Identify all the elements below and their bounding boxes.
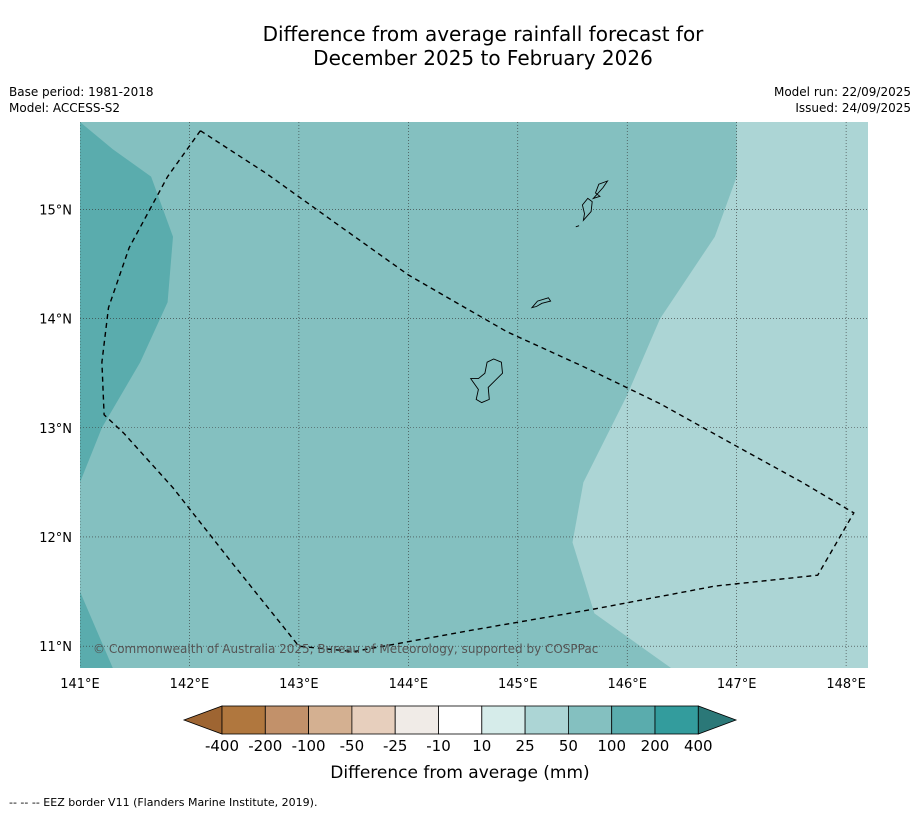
lon-tick-label: 141°E xyxy=(60,677,100,692)
lon-tick-label: 142°E xyxy=(170,677,210,692)
colorbar-swatch xyxy=(524,705,569,735)
colorbar-swatch xyxy=(308,705,353,735)
lat-tick-label: 13°N xyxy=(39,422,72,437)
title-line-2: December 2025 to February 2026 xyxy=(313,46,653,70)
chart-title: Difference from average rainfall forecas… xyxy=(0,22,919,70)
island-3 xyxy=(591,180,609,200)
rainfall-regions xyxy=(80,122,868,668)
colorbar-swatch xyxy=(264,705,309,735)
lat-tick-label: 11°N xyxy=(39,640,72,655)
colorbar-tick-label: 400 xyxy=(684,737,713,755)
lat-tick-label: 15°N xyxy=(39,203,72,218)
colorbar: -400 -200 -100 -50 -25 -10 10 25 50 100 200 400 xyxy=(182,705,738,755)
island-2 xyxy=(581,197,593,222)
colorbar-tick-label: -50 xyxy=(340,737,365,755)
lat-tick-label: 12°N xyxy=(39,531,72,546)
map-area[interactable]: © Commonwealth of Australia 2025, Bureau… xyxy=(80,122,868,668)
colorbar-tick-label: 10 xyxy=(472,737,491,755)
rainfall-region-1 xyxy=(80,122,173,483)
lon-tick-label: 146°E xyxy=(607,677,647,692)
gridlines xyxy=(80,122,868,668)
colorbar-tick-label: 50 xyxy=(559,737,578,755)
axis-ticks: 141°E 142°E 143°E 144°E 145°E 146°E 147°E 148°E… xyxy=(39,203,866,692)
lon-tick-label: 143°E xyxy=(279,677,319,692)
lon-tick-label: 147°E xyxy=(717,677,757,692)
rainfall-region-2 xyxy=(80,591,113,668)
lon-tick-label: 145°E xyxy=(498,677,538,692)
rainfall-region-0 xyxy=(572,122,868,668)
island-1 xyxy=(530,297,552,309)
colorbar-tick-label: -400 xyxy=(205,737,239,755)
meta-left: Base period: 1981-2018 Model: ACCESS-S2 xyxy=(9,84,154,116)
meta-right: Model run: 22/09/2025 Issued: 24/09/2025 xyxy=(774,84,911,116)
colorbar-tick-label: -10 xyxy=(426,737,451,755)
colorbar-extend-low xyxy=(182,705,223,735)
eez-border xyxy=(101,130,855,653)
islands xyxy=(469,180,609,404)
issued-label: Issued: 24/09/2025 xyxy=(795,101,911,115)
colorbar-swatch xyxy=(481,705,526,735)
lat-tick-label: 14°N xyxy=(39,313,72,328)
model-run-label: Model run: 22/09/2025 xyxy=(773,85,911,99)
base-period-label: Base period: 1981-2018 xyxy=(9,85,154,99)
colorbar-title: Difference from average (mm) xyxy=(330,763,589,783)
copyright-notice: © Commonwealth of Australia 2025, Bureau… xyxy=(93,642,598,656)
model-label: Model: ACCESS-S2 xyxy=(9,101,121,115)
eez-footnote: -- -- -- EEZ border V11 (Flanders Marine… xyxy=(9,796,318,809)
colorbar-tick-label: 200 xyxy=(641,737,670,755)
colorbar-tick-label: 100 xyxy=(597,737,626,755)
colorbar-swatch xyxy=(394,705,439,735)
colorbar-swatch xyxy=(568,705,613,735)
colorbar-swatch xyxy=(438,705,483,735)
colorbar-tick-label: -25 xyxy=(383,737,408,755)
lon-tick-label: 144°E xyxy=(389,677,429,692)
colorbar-tick-label: -100 xyxy=(292,737,326,755)
colorbar-extend-high xyxy=(697,705,738,735)
title-line-1: Difference from average rainfall forecas… xyxy=(262,22,704,46)
colorbar-tick-label: 25 xyxy=(516,737,535,755)
island-0 xyxy=(469,358,503,404)
colorbar-swatch xyxy=(221,705,266,735)
colorbar-swatch xyxy=(654,705,699,735)
colorbar-tick-label: -200 xyxy=(248,737,282,755)
island-4 xyxy=(575,225,580,228)
colorbar-swatch xyxy=(611,705,656,735)
colorbar-swatch xyxy=(351,705,396,735)
lon-tick-label: 148°E xyxy=(826,677,866,692)
